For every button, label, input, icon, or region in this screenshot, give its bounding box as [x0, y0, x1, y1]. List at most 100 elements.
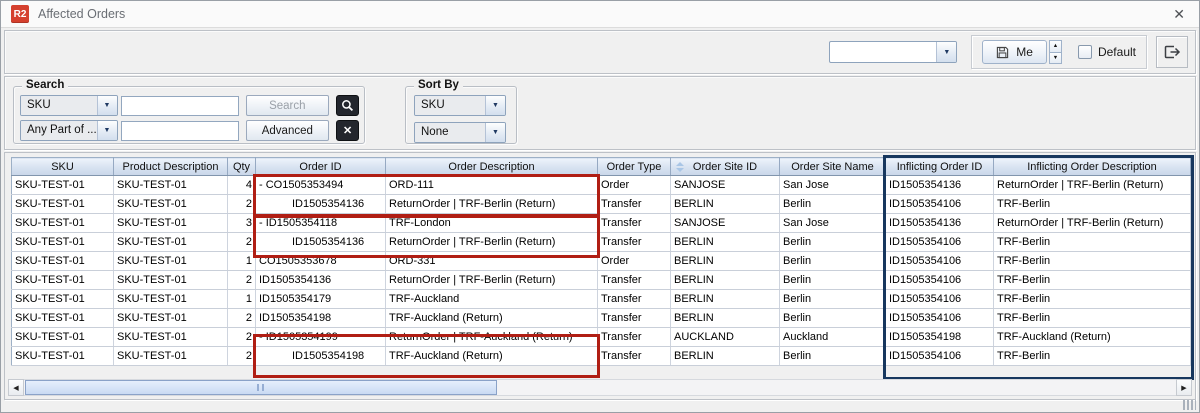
cell-order_site_name: San Jose	[779, 175, 886, 195]
exit-icon	[1162, 42, 1182, 62]
sort-secondary-combobox[interactable]: None ▼	[414, 122, 506, 143]
table-row[interactable]: SKU-TEST-01 SKU-TEST-01 4- CO1505353494 ORD…	[11, 175, 1191, 195]
cell-inflicting_order_description: TRF-Berlin	[993, 289, 1191, 309]
cell-order_site_name: San Jose	[779, 213, 886, 233]
search-field-combobox[interactable]: SKU ▼	[20, 95, 118, 116]
chevron-down-icon[interactable]: ▼	[485, 123, 505, 142]
cell-product_description: SKU-TEST-01	[113, 213, 228, 233]
cell-order_id: - CO1505353494	[255, 175, 386, 195]
view-combobox[interactable]: ▼	[829, 41, 958, 63]
cell-product_description: SKU-TEST-01	[113, 251, 228, 271]
column-header-order_site_id[interactable]: Order Site ID	[670, 157, 780, 176]
save-me-button[interactable]: Me	[982, 40, 1047, 64]
column-header-order_description[interactable]: Order Description	[385, 157, 598, 176]
chevron-down-icon[interactable]: ▼	[936, 42, 957, 62]
table-row[interactable]: SKU-TEST-01 SKU-TEST-01 3- ID1505354118 TRF…	[11, 213, 1191, 233]
cell-order_description: TRF-Auckland (Return)	[385, 346, 598, 366]
cell-order_site_name: Berlin	[779, 251, 886, 271]
cell-order_type: Transfer	[597, 194, 671, 214]
table-row[interactable]: SKU-TEST-01 SKU-TEST-01 1 CO1505353678 ORD-3…	[11, 251, 1191, 271]
search-icon	[341, 99, 354, 112]
cell-sku: SKU-TEST-01	[11, 327, 114, 347]
column-header-order_site_name[interactable]: Order Site Name	[779, 157, 886, 176]
cell-order_site_id: BERLIN	[670, 251, 780, 271]
advanced-button[interactable]: Advanced	[245, 120, 330, 141]
toolbar: ▼ Me ▲ ▼ Default	[4, 30, 1196, 74]
view-combobox-value	[830, 42, 936, 62]
cell-product_description: SKU-TEST-01	[113, 346, 228, 366]
close-icon[interactable]: ✕	[1173, 6, 1185, 22]
sort-by-group-title: Sort By	[414, 79, 463, 91]
column-header-order_id[interactable]: Order ID	[255, 157, 386, 176]
cell-order_description: ReturnOrder | TRF-Berlin (Return)	[385, 270, 598, 290]
sort-row-1: SKU ▼	[414, 95, 510, 116]
cell-inflicting_order_id: ID1505354106	[885, 270, 994, 290]
table-row[interactable]: SKU-TEST-01 SKU-TEST-01 2 ID1505354198 TRF-A…	[11, 308, 1191, 328]
scrollbar-thumb[interactable]	[25, 380, 497, 395]
cell-inflicting_order_description: TRF-Berlin	[993, 251, 1191, 271]
cell-order_description: ReturnOrder | TRF-Berlin (Return)	[385, 232, 598, 252]
clear-search-button[interactable]: ✕	[336, 120, 359, 141]
search-value-input[interactable]	[120, 120, 239, 141]
cell-order_id: - ID1505354199	[255, 327, 386, 347]
table-row[interactable]: SKU-TEST-01 SKU-TEST-01 2 ID1505354136 Retur…	[11, 194, 1191, 214]
cell-inflicting_order_id: ID1505354106	[885, 232, 994, 252]
scrollbar-track[interactable]	[24, 379, 1176, 396]
default-checkbox-wrap: Default	[1077, 45, 1136, 59]
save-me-label: Me	[1016, 45, 1033, 59]
cell-inflicting_order_description: TRF-Berlin	[993, 308, 1191, 328]
column-header-inflicting_order_id[interactable]: Inflicting Order ID	[885, 157, 994, 176]
scroll-left-icon[interactable]: ◀	[8, 379, 24, 396]
window-bottom-edge	[1, 399, 1199, 412]
cell-inflicting_order_id: ID1505354106	[885, 308, 994, 328]
cell-inflicting_order_id: ID1505354136	[885, 213, 994, 233]
cell-inflicting_order_id: ID1505354136	[885, 175, 994, 195]
default-checkbox[interactable]	[1077, 45, 1092, 59]
search-match-combobox[interactable]: Any Part of ... ▼	[20, 120, 118, 141]
cell-order_site_name: Berlin	[779, 270, 886, 290]
cell-order_site_name: Berlin	[779, 232, 886, 252]
cell-sku: SKU-TEST-01	[11, 251, 114, 271]
chevron-down-icon[interactable]: ▼	[485, 96, 505, 115]
filter-panel: Search SKU ▼ Search Any Part of ... ▼	[4, 76, 1196, 150]
save-target-spinner[interactable]: ▲ ▼	[1048, 40, 1062, 64]
column-header-inflicting_order_description[interactable]: Inflicting Order Description	[993, 157, 1191, 176]
search-button[interactable]: Search	[245, 95, 330, 116]
table-row[interactable]: SKU-TEST-01 SKU-TEST-01 2 ID1505354198 TRF-A…	[11, 346, 1191, 366]
cell-order_id: CO1505353678	[255, 251, 386, 271]
save-settings-group: Me ▲ ▼ Default	[971, 35, 1147, 69]
column-header-sku[interactable]: SKU	[11, 157, 114, 176]
search-row-2: Any Part of ... ▼ Advanced ✕	[20, 120, 359, 141]
cell-order_site_name: Auckland	[779, 327, 886, 347]
spinner-down-icon[interactable]: ▼	[1048, 52, 1062, 64]
column-header-qty[interactable]: Qty	[227, 157, 256, 176]
cell-sku: SKU-TEST-01	[11, 346, 114, 366]
table-row[interactable]: SKU-TEST-01 SKU-TEST-01 2 ID1505354136 Retur…	[11, 270, 1191, 290]
clear-icon: ✕	[342, 125, 353, 137]
cell-qty: 2	[227, 270, 256, 290]
exit-button[interactable]	[1156, 36, 1188, 68]
scroll-right-icon[interactable]: ▶	[1176, 379, 1192, 396]
cell-inflicting_order_description: TRF-Berlin	[993, 346, 1191, 366]
chevron-down-icon[interactable]: ▼	[96, 121, 117, 140]
resize-grip[interactable]	[1183, 400, 1196, 410]
table-row[interactable]: SKU-TEST-01 SKU-TEST-01 2- ID1505354199 Ret…	[11, 327, 1191, 347]
orders-header-row: SKU Product Description Qty Order ID Order D…	[11, 157, 1191, 176]
cell-order_id: ID1505354198	[255, 346, 386, 366]
spinner-up-icon[interactable]: ▲	[1048, 40, 1062, 53]
chevron-down-icon[interactable]: ▼	[96, 96, 117, 115]
cell-sku: SKU-TEST-01	[11, 270, 114, 290]
cell-inflicting_order_description: ReturnOrder | TRF-Berlin (Return)	[993, 213, 1191, 233]
window-title: Affected Orders	[38, 7, 126, 21]
cell-product_description: SKU-TEST-01	[113, 232, 228, 252]
horizontal-scrollbar[interactable]: ◀ ▶	[8, 379, 1192, 396]
column-header-product_description[interactable]: Product Description	[113, 157, 228, 176]
table-row[interactable]: SKU-TEST-01 SKU-TEST-01 1 ID1505354179 TRF-A…	[11, 289, 1191, 309]
search-icon-button[interactable]	[336, 95, 359, 116]
cell-order_site_id: SANJOSE	[670, 175, 780, 195]
sort-primary-combobox[interactable]: SKU ▼	[414, 95, 506, 116]
search-keyword-input[interactable]	[120, 95, 239, 116]
column-header-order_type[interactable]: Order Type	[597, 157, 671, 176]
table-row[interactable]: SKU-TEST-01 SKU-TEST-01 2 ID1505354136 Retur…	[11, 232, 1191, 252]
cell-order_description: ReturnOrder | TRF-Auckland (Return)	[385, 327, 598, 347]
